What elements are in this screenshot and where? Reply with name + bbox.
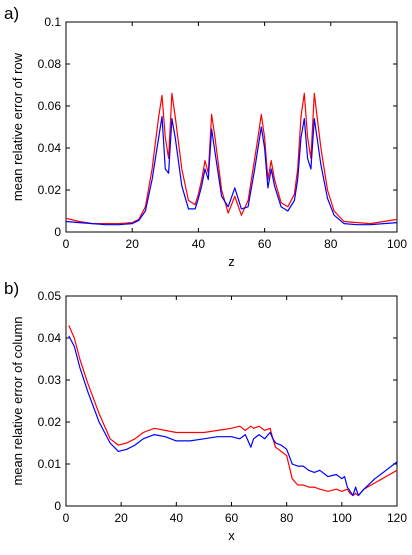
x-tick-label: 0 xyxy=(63,511,70,525)
y-tick-label: 0.03 xyxy=(38,373,62,387)
y-tick-label: 0.04 xyxy=(38,331,62,345)
x-tick-label: 60 xyxy=(258,237,272,251)
y-tick-label: 0 xyxy=(54,225,61,239)
y-tick-label: 0.02 xyxy=(38,415,62,429)
x-tick-label: 40 xyxy=(192,237,206,251)
y-tick-label: 0.05 xyxy=(38,289,62,303)
x-axis-label: z xyxy=(228,254,235,269)
panel-tag: a) xyxy=(4,4,19,23)
x-tick-label: 100 xyxy=(387,237,407,251)
x-tick-label: 120 xyxy=(387,511,407,525)
plot-frame xyxy=(65,295,398,507)
y-axis-label: mean relative error of column xyxy=(10,316,25,485)
y-tick-label: 0.01 xyxy=(38,457,62,471)
x-tick-label: 40 xyxy=(170,511,184,525)
x-tick-label: 60 xyxy=(225,511,239,525)
y-tick-label: 0.02 xyxy=(38,183,62,197)
x-tick-label: 100 xyxy=(332,511,352,525)
x-tick-label: 0 xyxy=(63,237,70,251)
y-axis-label: mean relative error of row xyxy=(10,52,25,201)
x-axis-label: x xyxy=(228,528,235,543)
x-tick-label: 80 xyxy=(280,511,294,525)
y-tick-label: 0.04 xyxy=(38,141,62,155)
x-tick-label: 20 xyxy=(114,511,128,525)
series-line-blue xyxy=(65,115,398,226)
series-line-red xyxy=(68,325,398,497)
plot-frame xyxy=(65,21,398,233)
y-tick-label: 0.08 xyxy=(38,57,62,71)
chart-panel-a: 0 20 40 60 80 100 0 0.02 0.04 0.06 0.08 0.1 z mean re… xyxy=(4,4,407,269)
series-line-red xyxy=(65,92,398,225)
chart-panel-b: 0 20 40 60 80 100 120 0 0.01 0.02 0.03 0.04 0.05 x mea… xyxy=(4,279,407,543)
series-line-blue xyxy=(68,335,398,497)
y-tick-label: 0.06 xyxy=(38,99,62,113)
x-tick-label: 80 xyxy=(324,237,338,251)
panel-tag: b) xyxy=(4,279,19,298)
y-tick-label: 0 xyxy=(54,499,61,513)
y-tick-label: 0.1 xyxy=(44,15,61,29)
x-tick-label: 20 xyxy=(126,237,140,251)
